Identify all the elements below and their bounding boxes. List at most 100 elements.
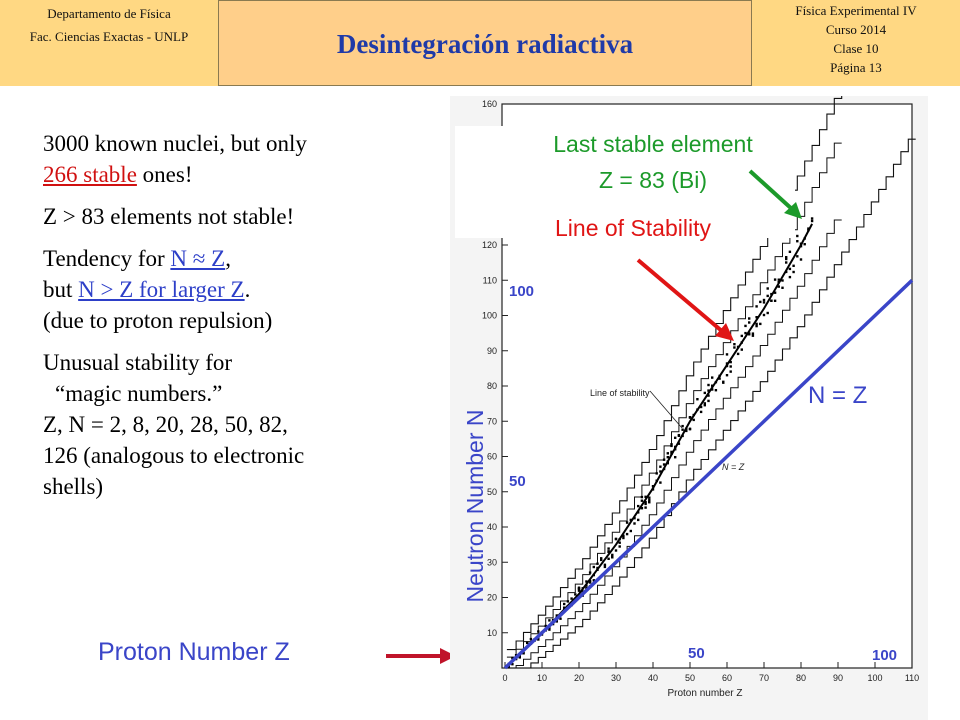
paragraph-magic-numbers: Unusual stability for “magic numbers.” Z… bbox=[43, 347, 423, 502]
nucleus-point bbox=[633, 522, 636, 525]
x-ticks: 0 10 20 30 40 50 60 70 80 90 100 110 bbox=[502, 662, 919, 683]
nucleus-point bbox=[807, 227, 810, 230]
y-tick-label: 120 bbox=[482, 240, 497, 250]
nucleus-point bbox=[759, 300, 762, 304]
n-equals-z-series bbox=[503, 279, 914, 670]
nucleus-point bbox=[688, 416, 692, 419]
nucleus-point bbox=[577, 587, 581, 591]
nucleus-point bbox=[744, 324, 747, 328]
nucleus-point bbox=[766, 311, 769, 315]
text-proton-repulsion: (due to proton repulsion) bbox=[43, 308, 273, 333]
nucleus-point bbox=[640, 507, 644, 510]
nucleus-point bbox=[644, 501, 647, 504]
nucleus-point bbox=[792, 270, 795, 274]
nucleus-point bbox=[799, 258, 803, 261]
envelope-lower-outer bbox=[506, 138, 916, 669]
x-tick-label: 100 bbox=[867, 673, 882, 683]
nuclide-chart: 0 10 20 30 40 50 60 70 80 90 100 110 10 20 30 40 50 60 70… bbox=[450, 96, 928, 720]
nucleus-point bbox=[725, 353, 729, 356]
nucleus-point bbox=[729, 365, 732, 368]
nucleus-point bbox=[688, 427, 692, 430]
red-arrowhead bbox=[715, 323, 734, 341]
nucleus-point bbox=[755, 322, 758, 326]
nucleus-point bbox=[755, 305, 758, 308]
nucleus-point bbox=[637, 518, 640, 522]
paragraph-tendency: Tendency for N ≈ Z, but N > Z for larger… bbox=[43, 243, 423, 336]
slide-title: Desintegración radiactiva bbox=[336, 29, 634, 59]
nucleus-point bbox=[625, 532, 629, 536]
text-known-nuclei: 3000 known nuclei, but only bbox=[43, 131, 307, 156]
nucleus-point bbox=[563, 606, 566, 609]
y-tick-label: 10 bbox=[487, 628, 497, 638]
proton-50-label: 50 bbox=[688, 645, 705, 662]
nucleus-point bbox=[655, 472, 658, 475]
title-box: Desintegración radiactiva bbox=[218, 0, 752, 86]
nucleus-point bbox=[674, 436, 677, 439]
x-tick-label: 80 bbox=[796, 673, 806, 683]
course-name: Física Experimental IV bbox=[795, 3, 917, 18]
nucleus-point bbox=[659, 465, 662, 468]
nucleus-point bbox=[607, 550, 610, 554]
nucleus-point bbox=[748, 332, 751, 335]
nucleus-point bbox=[748, 321, 751, 324]
nucleus-point bbox=[796, 234, 799, 238]
nucleus-point bbox=[648, 498, 651, 502]
nucleus-point bbox=[614, 549, 618, 552]
nucleus-point bbox=[777, 278, 780, 281]
nucleus-point bbox=[563, 602, 566, 606]
nucleus-point bbox=[796, 240, 799, 243]
nucleus-point bbox=[603, 565, 607, 569]
nucleus-point bbox=[614, 537, 618, 541]
nucleus-point bbox=[773, 278, 777, 281]
nucleus-point bbox=[592, 565, 595, 569]
proton-number-label: Proton Number Z bbox=[98, 638, 290, 666]
paragraph-z-not-stable: Z > 83 elements not stable! bbox=[43, 201, 423, 232]
nucleus-point bbox=[785, 261, 788, 264]
chart-series bbox=[503, 223, 914, 670]
nucleus-point bbox=[725, 374, 729, 377]
nucleus-point bbox=[566, 600, 570, 603]
x-tick-label: 0 bbox=[502, 673, 507, 683]
nucleus-point bbox=[792, 264, 795, 267]
nucleus-point bbox=[607, 547, 610, 550]
slide-body-text: 3000 known nuclei, but only 266 stable o… bbox=[43, 128, 423, 513]
nucleus-point bbox=[773, 299, 777, 302]
y-tick-label: 70 bbox=[487, 416, 497, 426]
nucleus-point bbox=[522, 652, 525, 655]
nucleus-point bbox=[640, 499, 644, 502]
nucleus-point bbox=[559, 617, 562, 620]
nucleus-point bbox=[596, 562, 599, 565]
nucleus-point bbox=[762, 313, 766, 317]
nucleus-point bbox=[766, 294, 769, 298]
nucleus-point bbox=[629, 518, 632, 522]
text-shells: shells) bbox=[43, 474, 104, 499]
text-analogous: 126 (analogous to electronic bbox=[43, 443, 305, 468]
y-tick-label: 110 bbox=[483, 275, 497, 285]
nucleus-point bbox=[548, 619, 551, 622]
nucleus-point bbox=[762, 301, 766, 304]
nucleus-point bbox=[781, 286, 784, 289]
nucleus-point bbox=[699, 410, 703, 414]
nucleus-point bbox=[577, 589, 581, 592]
nucleus-point bbox=[722, 380, 725, 383]
nucleus-point bbox=[555, 614, 558, 617]
nucleus-point bbox=[707, 383, 710, 387]
nucleus-point bbox=[666, 456, 669, 459]
nucleus-point bbox=[785, 256, 788, 259]
nucleus-point bbox=[803, 243, 806, 246]
text-n-approx-z: N ≈ Z bbox=[170, 246, 226, 271]
inner-nz-label: N = Z bbox=[722, 462, 745, 472]
nucleus-point bbox=[751, 334, 755, 337]
nucleus-point bbox=[699, 405, 703, 409]
annotation-backdrop bbox=[455, 126, 795, 238]
nucleus-point bbox=[796, 255, 799, 258]
text-n-greater-z: N > Z for larger Z bbox=[78, 277, 245, 302]
y-tick-label: 100 bbox=[482, 311, 497, 321]
nucleus-point bbox=[703, 391, 706, 395]
text-z-not-stable: Z > 83 elements not stable! bbox=[43, 204, 295, 229]
nucleus-point bbox=[637, 504, 640, 508]
nucleus-point bbox=[762, 298, 766, 302]
nucleus-point bbox=[788, 275, 792, 279]
text-magic-list: Z, N = 2, 8, 20, 28, 50, 82, bbox=[43, 412, 288, 437]
nucleus-point bbox=[773, 291, 777, 294]
